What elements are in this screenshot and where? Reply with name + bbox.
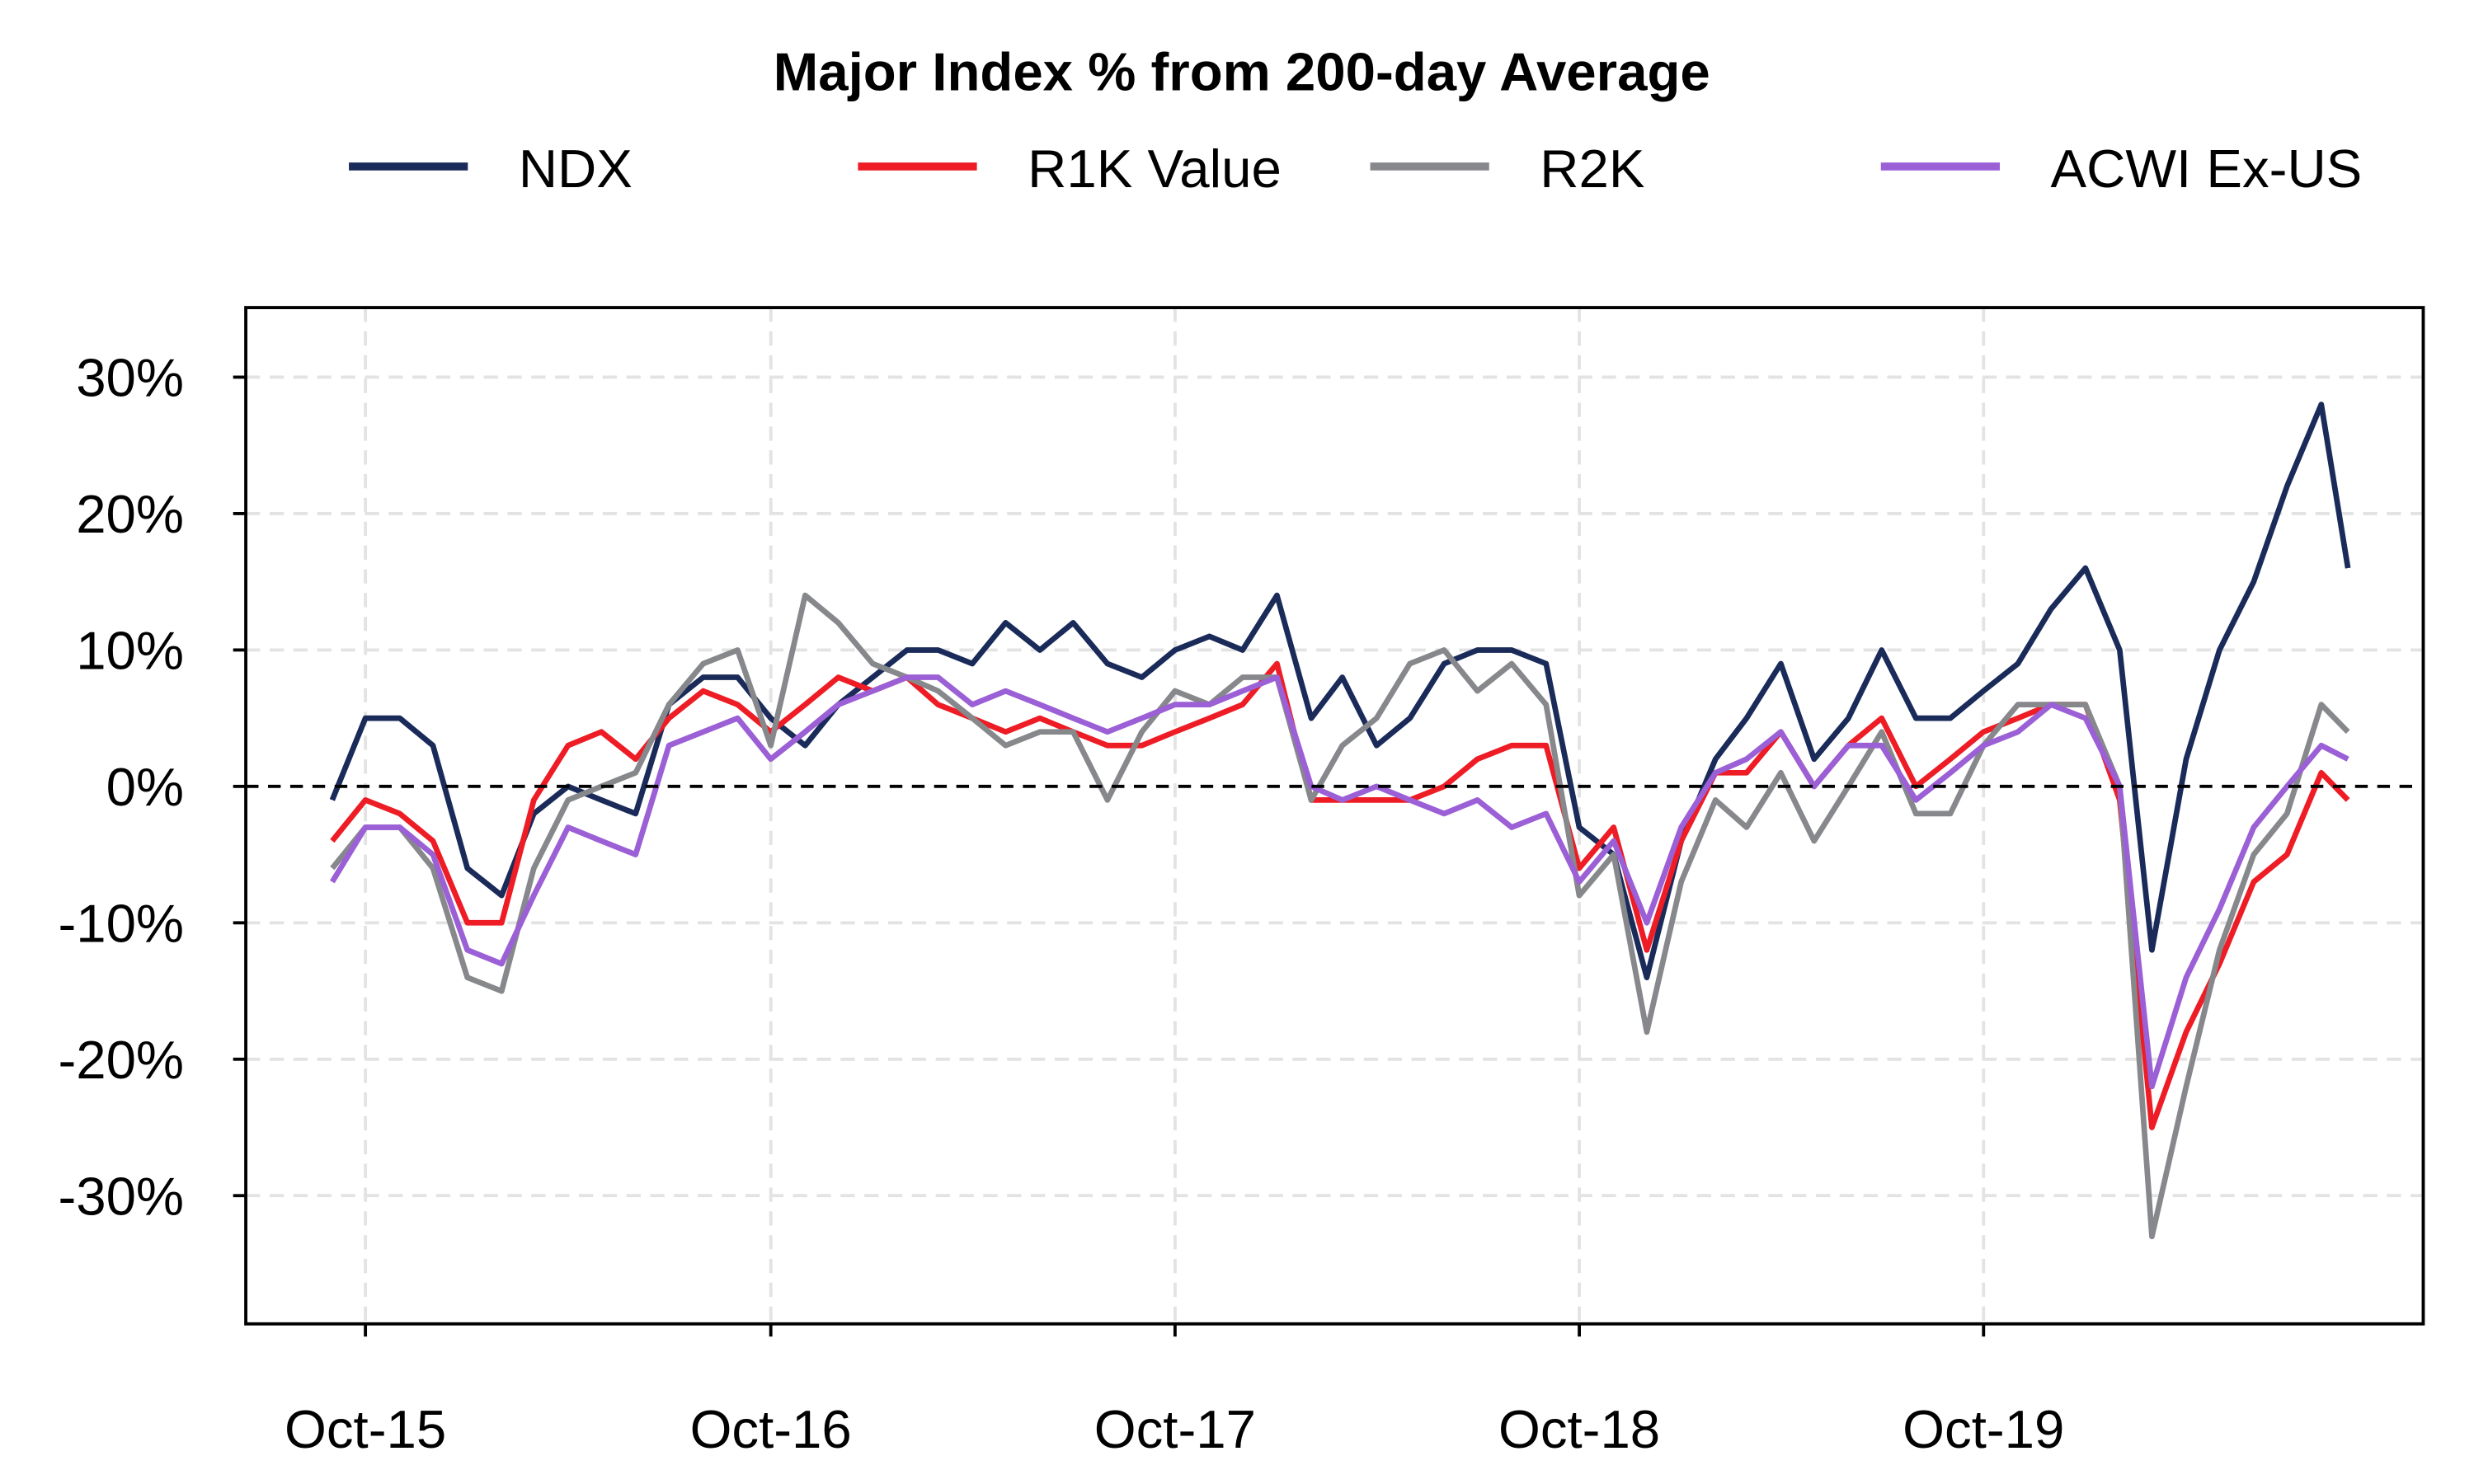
x-tick-label: Oct-18 <box>1498 1399 1660 1459</box>
axis-ticks: 30% 20% 10% 0% -10% -20% -30% Oct-15 Oct-16 Oct-1… <box>58 348 2064 1459</box>
legend-item: R1K Value <box>858 139 1282 199</box>
x-tick-label: Oct-16 <box>690 1399 852 1459</box>
x-tick-label: Oct-17 <box>1094 1399 1256 1459</box>
legend-label: NDX <box>519 139 633 199</box>
x-tick-label: Oct-19 <box>1903 1399 2064 1459</box>
y-tick-label: -30% <box>58 1166 184 1226</box>
series-line-ndx <box>329 402 2351 980</box>
series-line-r2k <box>330 592 2350 1240</box>
series-line-acwi-ex-us <box>330 674 2349 1090</box>
legend-label: R1K Value <box>1028 139 1282 199</box>
legend-label: ACWI Ex-US <box>2051 139 2363 199</box>
x-tick-label: Oct-15 <box>285 1399 446 1459</box>
legend-item: R2K <box>1370 139 1644 199</box>
y-tick-label: 30% <box>76 348 184 408</box>
y-tick-label: -10% <box>58 893 184 953</box>
legend-item: ACWI Ex-US <box>1880 139 2363 199</box>
y-tick-label: 10% <box>76 620 184 680</box>
y-tick-label: -20% <box>58 1030 184 1090</box>
y-tick-label: 20% <box>76 484 184 544</box>
grid <box>246 308 2424 1324</box>
legend: NDX R1K Value R2K ACWI Ex-US <box>349 139 2362 199</box>
y-tick-label: 0% <box>106 757 185 817</box>
series-lines <box>246 402 2424 1240</box>
legend-item: NDX <box>349 139 633 199</box>
chart-title: Major Index % from 200-day Average <box>774 42 1710 102</box>
legend-label: R2K <box>1540 139 1644 199</box>
plot-frame <box>244 306 2425 1326</box>
